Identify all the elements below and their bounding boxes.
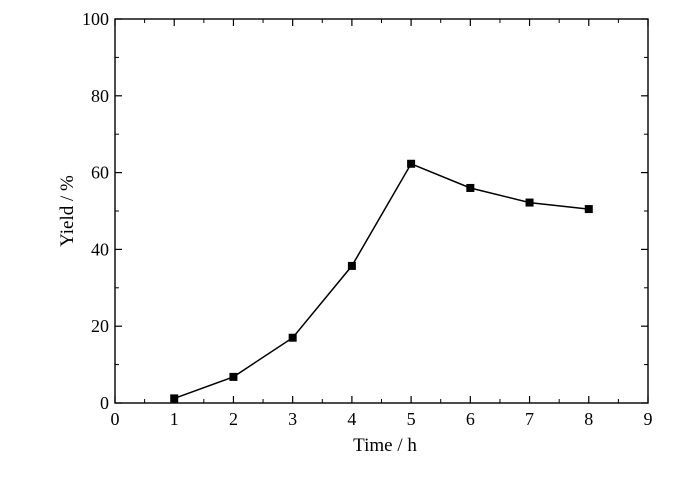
x-tick-label: 9 (644, 409, 653, 429)
x-tick-label: 6 (466, 409, 475, 429)
data-point-marker (525, 198, 534, 207)
x-tick-label: 1 (170, 409, 179, 429)
axes (114, 18, 649, 404)
y-tick-label: 40 (91, 239, 109, 259)
y-tick-label: 60 (91, 163, 109, 183)
x-tick-label: 7 (525, 409, 534, 429)
y-tick-label: 80 (91, 86, 109, 106)
x-tick-label: 3 (288, 409, 297, 429)
y-tick-label: 20 (91, 316, 109, 336)
data-point-marker (407, 159, 416, 168)
x-tick-label: 2 (229, 409, 238, 429)
series (170, 159, 593, 403)
x-tick-label: 4 (347, 409, 356, 429)
data-point-marker (347, 261, 356, 270)
data-point-marker (584, 205, 593, 214)
plot-frame (114, 18, 649, 404)
x-tick-label: 0 (111, 409, 120, 429)
ticks: 0 1 2 3 4 5 6 7 8 9 0 20 40 60 80 100 (82, 9, 653, 429)
series-line (173, 162, 589, 400)
x-tick-label: 5 (407, 409, 416, 429)
data-point-marker (229, 372, 238, 381)
y-tick-label: 0 (100, 393, 109, 413)
data-point-marker (170, 394, 179, 403)
data-point-marker (466, 183, 475, 192)
y-tick-label: 100 (82, 9, 109, 29)
x-tick-label: 8 (584, 409, 593, 429)
data-point-marker (288, 333, 297, 342)
y-axis-title: Yield / % (57, 175, 78, 247)
x-axis-title: Time / h (353, 435, 417, 456)
